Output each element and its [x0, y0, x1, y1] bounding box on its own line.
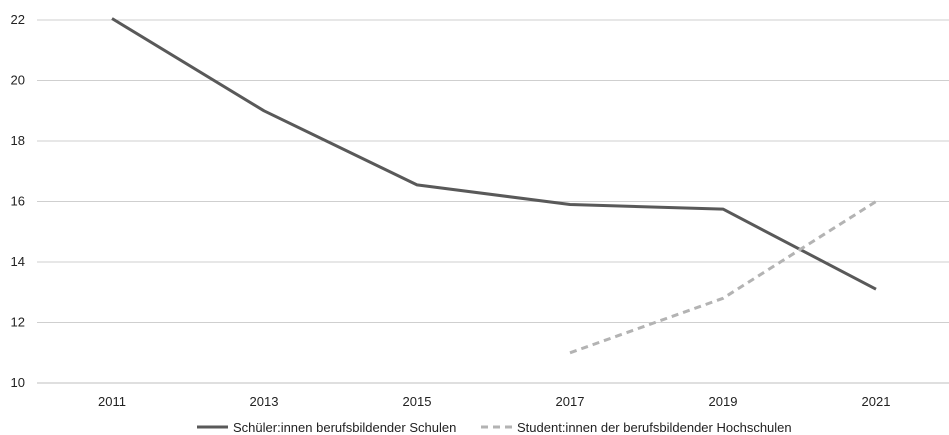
legend-label-schueler: Schüler:innen berufsbildender Schulen	[233, 420, 456, 435]
legend-label-studenten: Student:innen der berufsbildender Hochsc…	[517, 420, 792, 435]
x-tick-label-2013: 2013	[250, 394, 279, 409]
y-tick-label-20: 20	[11, 73, 25, 88]
y-tick-label-12: 12	[11, 315, 25, 330]
x-axis-ticks: 2011 2013 2015 2017 2019 2021	[98, 394, 890, 409]
x-tick-label-2021: 2021	[862, 394, 891, 409]
series-line-schueler	[111, 17, 877, 291]
y-tick-label-14: 14	[11, 254, 25, 269]
y-tick-label-18: 18	[11, 133, 25, 148]
y-axis-ticks: 10 12 14 16 18 20 22	[11, 12, 25, 390]
series-layer	[111, 17, 877, 355]
grid-layer	[37, 19, 949, 384]
series-line-studenten	[569, 200, 877, 355]
y-tick-label-22: 22	[11, 12, 25, 27]
y-tick-label-16: 16	[11, 194, 25, 209]
legend: Schüler:innen berufsbildender Schulen St…	[197, 420, 792, 435]
x-tick-label-2011: 2011	[98, 394, 126, 409]
x-tick-label-2017: 2017	[556, 394, 585, 409]
x-tick-label-2015: 2015	[403, 394, 432, 409]
y-tick-label-10: 10	[11, 375, 25, 390]
x-tick-label-2019: 2019	[709, 394, 738, 409]
